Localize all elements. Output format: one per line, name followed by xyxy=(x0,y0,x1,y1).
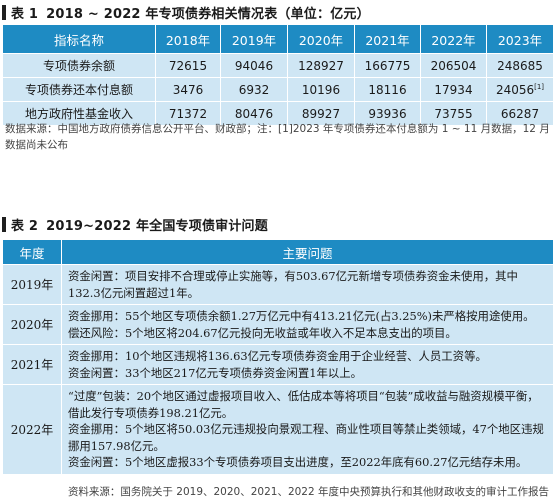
row-name: 专项债券还本付息额 xyxy=(2,77,156,102)
table-cell: 3476 xyxy=(155,77,221,102)
table1-header-cell: 2022年 xyxy=(420,24,487,54)
table-cell: 73755 xyxy=(420,101,487,126)
table1-note: 数据来源：中国地方政府债券信息公开平台、财政部；注：[1]2023 年专项债券还… xyxy=(5,123,550,151)
table2-header-cell: 年度 xyxy=(2,239,62,265)
table2-header-cell: 主要问题 xyxy=(61,239,554,265)
row-name: 专项债券余额 xyxy=(2,53,156,78)
table-cell: 128927 xyxy=(287,53,355,78)
row-year: 2022年 xyxy=(2,384,62,475)
table-row: 专项债券余额 72615 94046 128927 166775 206504 … xyxy=(2,53,554,78)
issue-line: 资金挪用：10个地区违规将136.63亿元专项债券资金用于企业经营、人员工资等。 xyxy=(68,349,487,363)
table-cell: 72615 xyxy=(155,53,221,78)
issue-line: 资金闲置：项目安排不合理或停止实施等，有503.67亿元新增专项债券资金未使用，… xyxy=(68,269,518,300)
table-row: 2019年 资金闲置：项目安排不合理或停止实施等，有503.67亿元新增专项债券… xyxy=(2,264,554,305)
table-row: 2020年 资金挪用：55个地区专项债余额1.27万亿元中有413.21亿元(占… xyxy=(2,304,554,345)
table-row: 专项债券还本付息额 3476 6932 10196 18116 17934 24… xyxy=(2,77,554,102)
row-issues: “过度”包装：20个地区通过虚报项目收入、低估成本等将项目“包装”成收益与融资规… xyxy=(61,384,554,475)
issue-line: 资金挪用：55个地区专项债余额1.27万亿元中有413.21亿元(占3.25%)… xyxy=(68,309,535,323)
table1: 指标名称 2018年 2019年 2020年 2021年 2022年 2023年… xyxy=(2,24,554,126)
table-cell: 17934 xyxy=(420,77,487,102)
table1-header-cell: 指标名称 xyxy=(2,24,156,54)
table1-label: 表 1 xyxy=(11,6,39,22)
table1-header-cell: 2020年 xyxy=(287,24,355,54)
row-issues: 资金闲置：项目安排不合理或停止实施等，有503.67亿元新增专项债券资金未使用，… xyxy=(61,264,554,305)
table2-header-row: 年度 主要问题 xyxy=(2,239,554,265)
title-marker-icon xyxy=(2,216,6,232)
issue-line: 资金闲置：33个地区217亿元专项债券资金闲置1年以上。 xyxy=(68,365,363,380)
table-row: 地方政府性基金收入 71372 80476 89927 93936 73755 … xyxy=(2,101,554,126)
cell-value: 24056 xyxy=(495,82,535,97)
row-name: 地方政府性基金收入 xyxy=(2,101,156,126)
table-cell: 166775 xyxy=(354,53,421,78)
table-cell: 248685 xyxy=(486,53,554,78)
title-marker-icon xyxy=(2,4,6,20)
table2-source: 资料来源：国务院关于 2019、2020、2021、2022 年度中央预算执行和… xyxy=(67,486,549,498)
issue-line: 资金闲置：5个地区虚报33个专项债券项目支出进度，至2022年底有60.27亿元… xyxy=(68,455,528,469)
table-cell: 94046 xyxy=(220,53,288,78)
table1-header-cell: 2019年 xyxy=(220,24,288,54)
footnote-marker: [1] xyxy=(534,82,545,91)
issue-line: “过度”包装：20个地区通过虚报项目收入、低估成本等将项目“包装”成收益与融资规… xyxy=(68,389,539,420)
table-cell: 18116 xyxy=(354,77,421,102)
table-cell: 66287 xyxy=(486,101,554,126)
row-year: 2021年 xyxy=(2,344,62,385)
table1-header-cell: 2023年 xyxy=(486,24,554,54)
issue-line: 资金挪用：5个地区将50.03亿元违规投向景观工程、商业性项目等禁止类领域，47… xyxy=(68,422,544,453)
table-cell: 206504 xyxy=(420,53,487,78)
table1-title-bar: 表 1 2018 ~ 2022 年专项债券相关情况表（单位：亿元） xyxy=(0,2,370,22)
table-cell: 93936 xyxy=(354,101,421,126)
table2-title: 2019~2022 年全国专项债审计问题 xyxy=(46,218,268,234)
table-row: 2022年 “过度”包装：20个地区通过虚报项目收入、低估成本等将项目“包装”成… xyxy=(2,384,554,475)
row-issues: 资金挪用：10个地区违规将136.63亿元专项债券资金用于企业经营、人员工资等。… xyxy=(61,344,554,385)
table-cell: 6932 xyxy=(220,77,288,102)
table1-title: 2018 ~ 2022 年专项债券相关情况表（单位：亿元） xyxy=(46,6,370,22)
table2: 年度 主要问题 2019年 资金闲置：项目安排不合理或停止实施等，有503.67… xyxy=(2,239,554,475)
row-year: 2019年 xyxy=(2,264,62,305)
issue-line: 偿还风险：5个地区将204.67亿元投向无收益或年收入不足本息支出的项目。 xyxy=(68,325,457,340)
table-cell: 80476 xyxy=(220,101,288,126)
table-cell: 24056[1] xyxy=(486,77,554,102)
table1-header-cell: 2021年 xyxy=(354,24,421,54)
row-issues: 资金挪用：55个地区专项债余额1.27万亿元中有413.21亿元(占3.25%)… xyxy=(61,304,554,345)
table2-label: 表 2 xyxy=(11,218,39,234)
row-year: 2020年 xyxy=(2,304,62,345)
table2-title-bar: 表 2 2019~2022 年全国专项债审计问题 xyxy=(0,214,268,234)
table-cell: 10196 xyxy=(287,77,355,102)
table-row: 2021年 资金挪用：10个地区违规将136.63亿元专项债券资金用于企业经营、… xyxy=(2,344,554,385)
table1-header-row: 指标名称 2018年 2019年 2020年 2021年 2022年 2023年 xyxy=(2,24,554,54)
table1-header-cell: 2018年 xyxy=(155,24,221,54)
